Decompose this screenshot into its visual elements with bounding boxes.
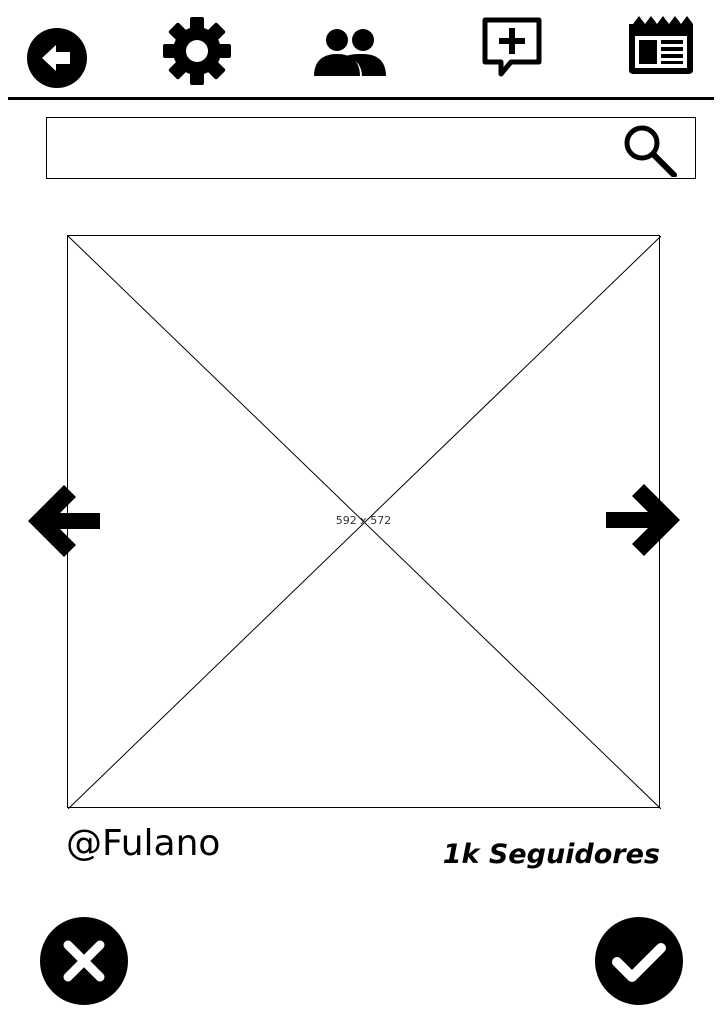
settings-button[interactable] [162, 15, 232, 87]
accept-button[interactable] [595, 917, 683, 1009]
news-button[interactable] [625, 12, 697, 76]
arrow-left-icon[interactable] [26, 484, 102, 562]
search-icon[interactable] [622, 123, 682, 181]
reject-button[interactable] [40, 917, 128, 1009]
image-placeholder: 592 x 572 [67, 235, 661, 809]
username[interactable]: @Fulano [66, 823, 221, 864]
arrow-right-icon[interactable] [604, 482, 682, 562]
newspaper-icon [629, 16, 693, 74]
gear-icon [163, 17, 231, 85]
arrow-left-circle-icon [27, 28, 87, 88]
header-divider [8, 97, 714, 100]
new-post-button[interactable] [481, 16, 543, 80]
placeholder-cross [68, 236, 661, 809]
check-icon [595, 917, 683, 1005]
search-bar [46, 117, 696, 179]
chat-plus-icon [482, 17, 542, 77]
users-icon [314, 29, 386, 76]
close-icon [40, 917, 128, 1005]
back-button[interactable] [26, 28, 90, 88]
followers-count: 1k Seguidores [442, 839, 660, 870]
people-button[interactable] [312, 26, 388, 78]
image-size-label: 592 x 572 [335, 514, 392, 527]
search-input[interactable] [55, 126, 619, 172]
